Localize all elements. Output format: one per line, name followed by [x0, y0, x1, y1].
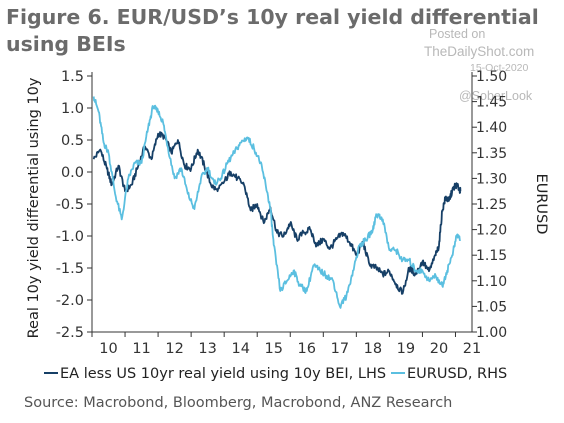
x-tick-label: 16	[298, 341, 316, 357]
right-tick-label: 1.00	[476, 325, 507, 341]
x-tick-label: 15	[265, 341, 283, 357]
right-tick-label: 1.30	[476, 171, 507, 187]
x-tick-label: 10	[99, 341, 117, 357]
legend-label-eurusd: EURUSD, RHS	[407, 366, 507, 382]
right-tick-label: 1.15	[476, 248, 507, 264]
left-tick-label: 0.5	[61, 133, 84, 149]
x-tick-label: 19	[397, 341, 415, 357]
right-tick-label: 1.05	[476, 299, 507, 315]
x-tick-label: 11	[132, 341, 150, 357]
right-tick-label: 1.45	[476, 95, 507, 111]
right-tick-label: 1.10	[476, 274, 507, 290]
watermark-posted-on: Posted on	[429, 27, 486, 41]
right-tick-label: 1.25	[476, 197, 507, 213]
left-axis-title: Real 10y yield differential using 10y	[26, 77, 42, 338]
right-tick-label: 1.20	[476, 223, 507, 239]
right-tick-label: 1.40	[476, 120, 507, 136]
series-line-yield-differential	[92, 131, 462, 295]
left-tick-label: -1.0	[56, 229, 84, 245]
right-tick-label: 1.50	[476, 69, 507, 85]
x-tick-label: 14	[231, 341, 249, 357]
watermark-date: 15-Oct-2020	[470, 62, 529, 74]
left-tick-label: -2.0	[56, 293, 84, 309]
watermark-site: TheDailyShot.com	[424, 44, 535, 59]
right-axis-title: EURUSD	[533, 174, 549, 235]
source-note: Source: Macrobond, Bloomberg, Macrobond,…	[24, 395, 453, 411]
left-tick-label: 1.5	[61, 69, 84, 85]
chart-title: Figure 6. EUR/USD’s 10y real yield diffe…	[6, 5, 539, 56]
left-tick-label: -2.5	[56, 325, 84, 341]
legend-label-yield-differential: EA less US 10yr real yield using 10y BEI…	[60, 366, 386, 382]
right-tick-label: 1.35	[476, 146, 507, 162]
series-line-eurusd	[92, 96, 462, 309]
x-tick-label: 18	[364, 341, 382, 357]
watermark-handle: @SoberLook	[459, 89, 533, 103]
left-tick-label: -1.5	[56, 261, 84, 277]
left-tick-label: 0.0	[61, 165, 84, 181]
left-tick-label: -0.5	[56, 197, 84, 213]
x-tick-label: 17	[331, 341, 349, 357]
x-tick-label: 21	[463, 341, 481, 357]
x-tick-label: 12	[165, 341, 183, 357]
x-tick-label: 13	[198, 341, 216, 357]
left-tick-label: 1.0	[61, 101, 84, 117]
x-tick-label: 20	[430, 341, 448, 357]
